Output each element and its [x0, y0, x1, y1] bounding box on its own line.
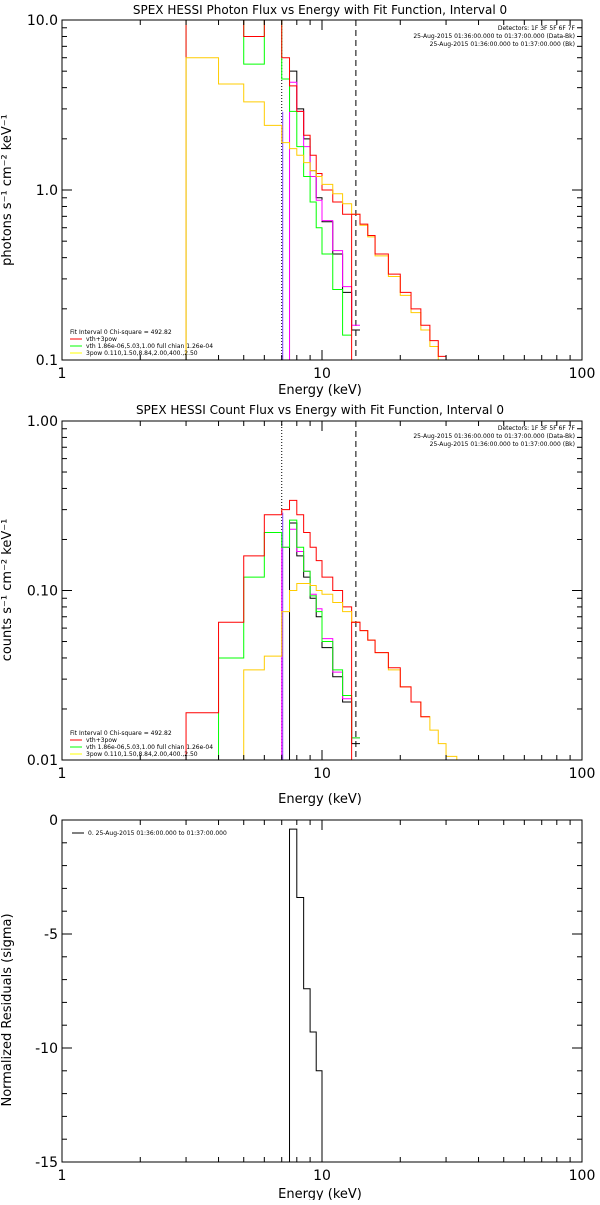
count-y-tick-label: 0.01 — [27, 753, 58, 769]
residuals-y-tick-label: -15 — [35, 1155, 58, 1171]
photon-x-axis-label: Energy (keV) — [278, 383, 362, 398]
photon-x-tick-label: 100 — [569, 366, 596, 382]
residuals-legend-label: 0. 25-Aug-2015 01:36:00.000 to 01:37:00.… — [88, 830, 227, 837]
count-axis-ticks: 1 10 100 1.00 0.10 0.01 — [27, 414, 596, 782]
residuals-panel: 1 10 100 0 -5 -10 -15 0. 25-Aug-2015 01:36:00.… — [0, 813, 595, 1202]
photon-series-4-line — [185, 57, 457, 361]
photon-legend-label-1: vth+3pow — [86, 336, 117, 343]
count-y-tick-label: 0.10 — [27, 584, 58, 600]
residuals-series-0-line — [281, 828, 352, 1163]
photon-legend-label-3: 3pow 0.110,1.50,8.84,2.00,400.,2.50 — [86, 350, 198, 357]
photon-axis-ticks: 1 10 100 10.0 1.0 0.1 — [27, 13, 596, 382]
photon-y-axis-label: photons s⁻¹ cm⁻² keV⁻¹ — [0, 114, 15, 266]
count-header-line2: 25-Aug-2015 01:36:00.000 to 01:37:00.000… — [430, 441, 575, 448]
count-detectors-label: Detectors: 1F 3F 5F 6F 7F — [498, 425, 576, 432]
photon-flux-panel: SPEX HESSI Photon Flux vs Energy with Fi… — [0, 3, 595, 398]
residuals-y-tick-label: 0 — [49, 813, 58, 829]
count-legend-label-1: vth+3pow — [86, 737, 117, 744]
photon-y-tick-label: 10.0 — [27, 13, 58, 29]
residuals-y-axis-label: Normalized Residuals (sigma) — [0, 913, 15, 1106]
photon-legend-label-2: vth 1.86e-06,5.03,1.00 full chian 1.26e-… — [86, 343, 213, 350]
photon-legend-title: Fit Interval 0 Chi-square = 492.82 — [70, 329, 172, 336]
count-flux-panel: SPEX HESSI Count Flux vs Energy with Fit… — [0, 403, 595, 807]
count-x-tick-label: 10 — [313, 766, 331, 782]
photon-x-tick-label: 1 — [58, 366, 67, 382]
residuals-plot-marks — [281, 828, 352, 1163]
photon-y-tick-label: 0.1 — [36, 353, 58, 369]
residuals-y-tick-label: -5 — [44, 927, 58, 943]
count-chart-title: SPEX HESSI Count Flux vs Energy with Fit… — [136, 403, 504, 417]
photon-series-2-line — [185, 19, 352, 360]
count-legend-label-3: 3pow 0.110,1.50,8.84,2.00,400.,2.50 — [86, 751, 198, 758]
photon-y-tick-label: 1.0 — [36, 183, 58, 199]
residuals-x-tick-label: 100 — [569, 1168, 596, 1184]
residuals-x-axis-label: Energy (keV) — [278, 1187, 362, 1200]
photon-chart-title: SPEX HESSI Photon Flux vs Energy with Fi… — [133, 3, 507, 17]
photon-series-0-line — [289, 70, 360, 360]
count-series-2-line — [218, 519, 360, 760]
residuals-x-tick-label: 10 — [313, 1168, 331, 1184]
photon-header-line2: 25-Aug-2015 01:36:00.000 to 01:37:00.000… — [430, 41, 575, 48]
photon-detectors-label: Detectors: 1F 3F 5F 6F 7F — [498, 25, 576, 32]
count-series-0-line — [289, 522, 360, 760]
count-header-line1: 25-Aug-2015 01:36:00.000 to 01:37:00.000… — [413, 433, 575, 440]
count-series-3-line — [185, 499, 360, 760]
count-y-tick-label: 1.00 — [27, 414, 58, 430]
residuals-axis-ticks: 1 10 100 0 -5 -10 -15 — [35, 813, 595, 1184]
count-plot-marks — [185, 421, 479, 761]
photon-header-line1: 25-Aug-2015 01:36:00.000 to 01:37:00.000… — [413, 33, 575, 40]
photon-series-5-line — [351, 213, 457, 361]
residuals-x-tick-label: 1 — [58, 1168, 67, 1184]
count-series-5-line — [351, 621, 430, 760]
count-legend-label-2: vth 1.86e-06,5.03,1.00 full chian 1.26e-… — [86, 744, 213, 751]
photon-series-1-line — [289, 81, 360, 360]
photon-series-3-line — [185, 19, 352, 360]
count-y-axis-label: counts s⁻¹ cm⁻² keV⁻¹ — [0, 519, 15, 662]
residuals-y-tick-label: -10 — [35, 1041, 58, 1057]
count-x-axis-label: Energy (keV) — [278, 792, 362, 807]
photon-x-tick-label: 10 — [313, 366, 331, 382]
count-x-tick-label: 100 — [569, 766, 596, 782]
count-series-4-line — [218, 582, 479, 761]
photon-plot-marks — [185, 19, 457, 361]
count-legend-title: Fit Interval 0 Chi-square = 492.82 — [70, 730, 172, 737]
count-series-1-line — [281, 528, 360, 760]
count-x-tick-label: 1 — [58, 766, 67, 782]
